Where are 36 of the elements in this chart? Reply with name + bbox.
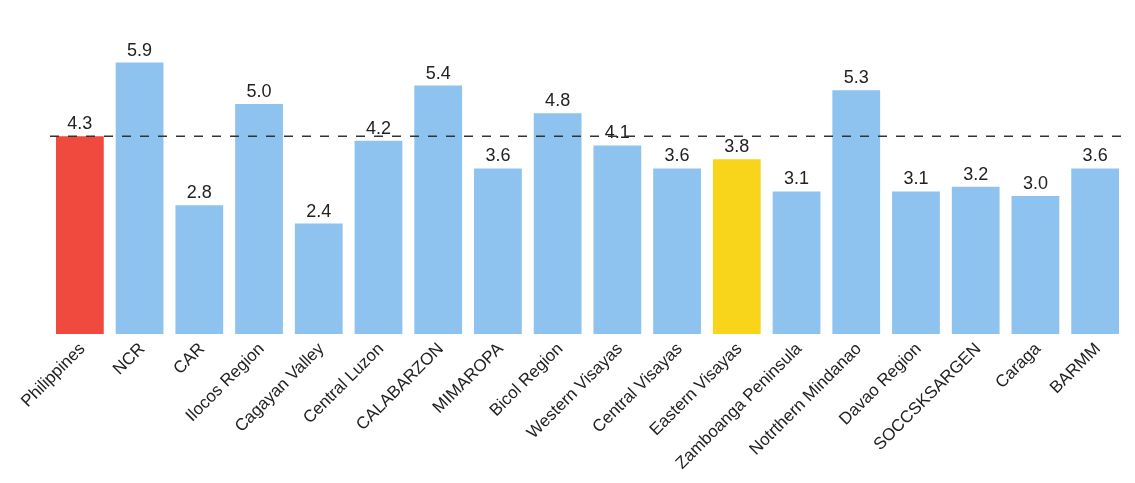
data-label: 3.1 [784,168,810,189]
data-label: 3.6 [1082,145,1108,166]
data-label: 5.9 [127,39,153,60]
bar [892,191,940,334]
bar [175,205,224,334]
bar [832,90,881,334]
data-label: 5.4 [425,62,451,83]
data-label: 4.8 [545,90,571,111]
data-label: 2.4 [306,200,332,221]
bar [593,145,642,334]
data-label: 5.3 [843,67,869,88]
data-label: 3.8 [724,136,750,157]
bar [115,62,164,334]
bar [533,113,582,334]
data-label: 2.8 [186,182,212,203]
bar [712,159,761,334]
data-label: 4.2 [365,117,391,138]
bar [1011,195,1060,334]
bar [414,85,463,334]
data-label: 3.2 [963,163,989,184]
bar [653,168,701,334]
bar [55,136,104,334]
data-label: 4.3 [67,113,93,134]
data-label: 3.6 [485,145,511,166]
bar [294,223,343,334]
bar [951,186,1000,334]
data-label: 3.6 [664,145,690,166]
bar [772,191,821,334]
data-label: 4.1 [604,122,630,143]
bar [235,103,283,334]
bar [474,168,522,334]
bar [354,140,403,334]
data-label: 5.0 [246,80,272,101]
bar [1071,168,1120,334]
data-label: 3.0 [1022,172,1048,193]
data-label: 3.1 [903,168,929,189]
